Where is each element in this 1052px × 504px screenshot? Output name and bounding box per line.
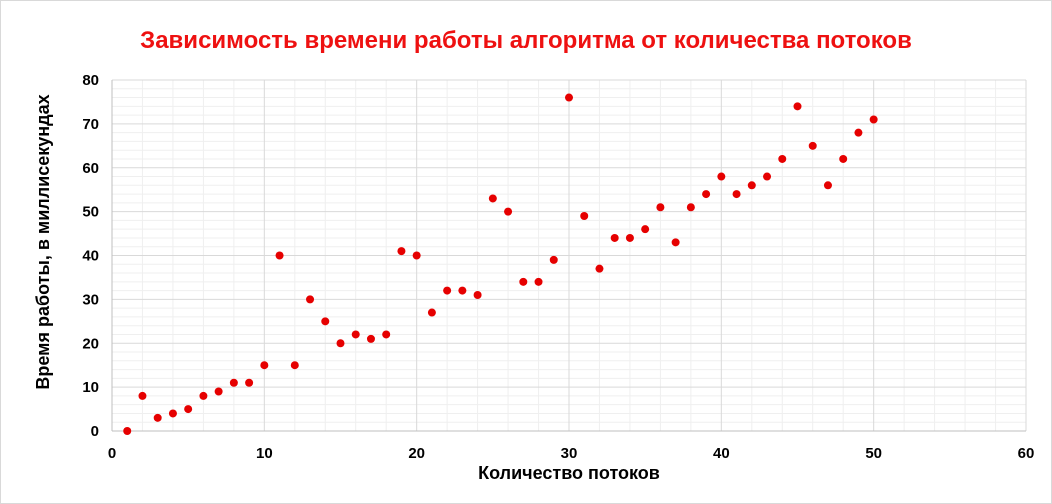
x-tick-label: 20 [408, 445, 425, 462]
chart-title: Зависимость времени работы алгоритма от … [140, 27, 912, 54]
data-point [245, 378, 254, 387]
gridlines [112, 79, 1027, 431]
data-point [717, 172, 726, 181]
data-point [397, 247, 406, 256]
data-point [458, 286, 467, 295]
data-point [763, 172, 772, 181]
tick-labels: 0 10 20 30 40 50 60 0 10 20 30 40 50 60 70 80 [82, 72, 1034, 462]
data-point [702, 190, 711, 199]
y-tick-label: 60 [82, 160, 99, 177]
data-point [168, 409, 177, 418]
y-tick-label: 80 [82, 72, 99, 89]
data-point [229, 378, 238, 387]
x-tick-label: 50 [865, 445, 882, 462]
data-point [565, 93, 573, 102]
data-point [641, 225, 650, 234]
x-tick-label: 10 [256, 445, 273, 462]
data-point [580, 212, 589, 221]
y-tick-label: 0 [91, 423, 99, 440]
data-point [869, 115, 878, 124]
data-point [534, 277, 543, 286]
data-point [153, 413, 162, 422]
data-point [839, 154, 848, 163]
x-tick-label: 0 [108, 445, 116, 462]
data-point [595, 264, 604, 273]
data-point [123, 427, 132, 435]
data-point [610, 233, 619, 242]
data-point [306, 295, 315, 304]
data-point [336, 339, 345, 348]
axes [111, 80, 1026, 432]
x-tick-label: 30 [561, 445, 578, 462]
data-point [656, 203, 665, 212]
x-axis-title: Количество потоков [478, 463, 660, 483]
data-point [443, 286, 452, 295]
data-point [382, 330, 391, 339]
data-point [366, 334, 375, 343]
data-point [427, 308, 436, 317]
data-point [184, 405, 193, 414]
data-point [138, 391, 147, 400]
data-point [321, 317, 330, 326]
data-point [214, 387, 223, 396]
data-point [625, 233, 634, 242]
data-point [671, 238, 680, 247]
data-point [686, 203, 695, 212]
y-tick-label: 30 [82, 291, 99, 308]
data-point [260, 361, 269, 370]
data-points [123, 93, 878, 435]
data-point [290, 361, 299, 370]
x-tick-label: 60 [1018, 445, 1035, 462]
data-point [747, 181, 756, 190]
data-point [854, 128, 863, 137]
y-tick-label: 10 [82, 379, 99, 396]
y-axis-title: Время работы, в миллисекундах [33, 94, 53, 389]
data-point [488, 194, 497, 203]
y-tick-label: 40 [82, 248, 99, 265]
data-point [519, 277, 528, 286]
x-tick-label: 40 [713, 445, 730, 462]
data-point [549, 255, 558, 264]
data-point [275, 251, 284, 260]
data-point [732, 190, 741, 199]
y-tick-label: 20 [82, 335, 99, 352]
y-tick-label: 70 [82, 116, 99, 133]
data-point [778, 154, 787, 163]
data-point [473, 290, 482, 299]
data-point [412, 251, 421, 260]
data-point [793, 102, 802, 111]
y-tick-label: 50 [82, 204, 99, 221]
data-point [351, 330, 360, 339]
data-point [199, 391, 208, 400]
data-point [808, 141, 817, 150]
data-point [504, 207, 513, 216]
data-point [823, 181, 832, 190]
